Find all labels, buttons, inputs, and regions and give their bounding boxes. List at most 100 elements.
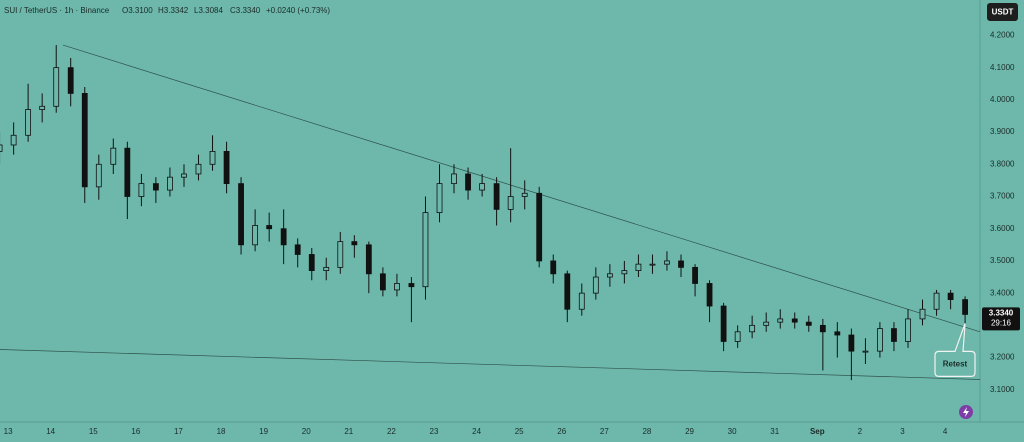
candle-body bbox=[692, 266, 698, 284]
candle-body bbox=[124, 147, 131, 197]
candle-body bbox=[95, 163, 102, 188]
candle-body bbox=[10, 134, 17, 146]
candle-body bbox=[564, 273, 571, 310]
candle-body bbox=[479, 183, 486, 191]
y-tick-label: 4.0000 bbox=[990, 95, 1015, 104]
x-tick-label: 4 bbox=[943, 427, 948, 436]
candle-body bbox=[606, 273, 613, 278]
candle-body bbox=[422, 212, 429, 288]
candle-body bbox=[465, 173, 471, 191]
candle-body bbox=[933, 292, 940, 310]
icon-bolt bbox=[963, 407, 969, 417]
candle-body bbox=[905, 318, 911, 342]
x-tick-label: 17 bbox=[174, 427, 183, 436]
currency-box[interactable] bbox=[987, 3, 1018, 21]
x-tick-label: 30 bbox=[728, 427, 737, 436]
candle-body bbox=[877, 328, 883, 352]
candle-body bbox=[834, 331, 841, 336]
candle-body bbox=[521, 192, 528, 197]
y-tick-label: 3.8000 bbox=[990, 159, 1015, 168]
annotation: Retest bbox=[943, 360, 968, 369]
x-tick-label: 22 bbox=[387, 427, 396, 436]
ohlc-low: L3.3084 bbox=[194, 6, 223, 15]
candle-body bbox=[791, 318, 798, 323]
change: +0.0240 (+0.73%) bbox=[266, 6, 330, 15]
x-tick-label: 24 bbox=[472, 427, 481, 436]
candle-body bbox=[451, 173, 457, 185]
x-tick-label: Sep bbox=[810, 427, 825, 436]
candle-body bbox=[39, 105, 46, 110]
x-tick-label: 15 bbox=[89, 427, 98, 436]
y-tick-label: 3.4000 bbox=[990, 288, 1015, 297]
candle-body bbox=[25, 109, 32, 136]
candle-body bbox=[891, 328, 897, 342]
ohlc-open: O3.3100 bbox=[122, 6, 153, 15]
candle-body bbox=[195, 163, 202, 175]
candle-body bbox=[53, 67, 60, 107]
candle-body bbox=[323, 266, 330, 271]
candle-body bbox=[493, 183, 500, 210]
trendline bbox=[62, 44, 981, 333]
price-label: 3.3340 bbox=[989, 309, 1014, 318]
candle-body bbox=[763, 321, 770, 326]
candle-body bbox=[805, 321, 812, 326]
candle-body bbox=[678, 260, 684, 268]
x-tick-label: 29 bbox=[685, 427, 694, 436]
x-tick-label: 26 bbox=[557, 427, 566, 436]
y-tick-label: 3.5000 bbox=[990, 256, 1015, 265]
candle-body bbox=[436, 183, 443, 214]
candle-body bbox=[862, 350, 869, 353]
candle-body bbox=[209, 151, 216, 165]
candle-body bbox=[578, 292, 585, 310]
candle-body bbox=[181, 173, 187, 178]
trendline bbox=[0, 349, 981, 380]
candle-body bbox=[308, 254, 315, 271]
x-tick-label: 25 bbox=[515, 427, 524, 436]
candle-body bbox=[848, 334, 855, 352]
x-tick-label: 19 bbox=[259, 427, 268, 436]
candle-body bbox=[394, 283, 400, 291]
candle-body bbox=[819, 324, 826, 333]
x-tick-label: 31 bbox=[770, 427, 779, 436]
candle-body bbox=[252, 225, 259, 246]
candle-body bbox=[919, 308, 926, 320]
candle-body bbox=[536, 192, 543, 262]
x-tick-label: 2 bbox=[858, 427, 863, 436]
candle-body bbox=[294, 244, 301, 255]
candle-body bbox=[337, 241, 344, 268]
candle-body bbox=[238, 183, 244, 246]
x-tick-label: 23 bbox=[430, 427, 439, 436]
candle-body bbox=[621, 270, 628, 275]
currency[interactable]: USDT bbox=[992, 8, 1014, 17]
price-tag bbox=[982, 307, 1020, 331]
y-tick-label: 3.2000 bbox=[990, 353, 1015, 362]
x-tick-label: 21 bbox=[344, 427, 353, 436]
candle-body bbox=[365, 244, 372, 275]
y-tick-label: 4.1000 bbox=[990, 63, 1015, 72]
candle-body bbox=[664, 260, 670, 265]
chart-title: SUI / TetherUS · 1h · Binance bbox=[4, 6, 110, 15]
candle-body bbox=[962, 299, 968, 315]
ohlc-high: H3.3342 bbox=[158, 6, 189, 15]
y-tick-label: 3.9000 bbox=[990, 127, 1015, 136]
y-tick-label: 4.2000 bbox=[990, 31, 1015, 40]
x-tick-label: 28 bbox=[642, 427, 651, 436]
candle-body bbox=[749, 324, 756, 333]
candle-body bbox=[280, 228, 287, 246]
x-tick-label: 27 bbox=[600, 427, 609, 436]
candle-body bbox=[592, 276, 599, 294]
candle-body bbox=[223, 151, 230, 185]
candle-body bbox=[550, 260, 557, 275]
candle-body bbox=[734, 331, 741, 342]
x-tick-label: 18 bbox=[217, 427, 226, 436]
candle-body bbox=[649, 263, 656, 266]
callout bbox=[934, 323, 976, 378]
candle-body bbox=[152, 183, 159, 191]
candle-body bbox=[167, 176, 173, 191]
candle-body bbox=[777, 318, 784, 323]
candle-body bbox=[266, 225, 273, 230]
candle-body bbox=[947, 292, 954, 300]
